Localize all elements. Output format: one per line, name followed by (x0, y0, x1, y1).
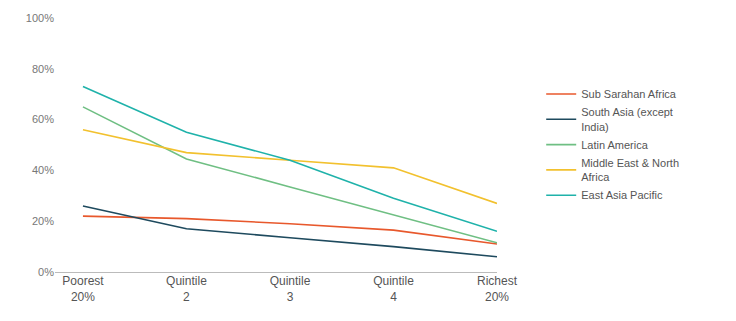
svg-text:40%: 40% (32, 164, 54, 176)
svg-text:Poorest20%: Poorest20% (62, 274, 104, 304)
svg-text:100%: 100% (26, 12, 54, 24)
svg-text:Richest20%: Richest20% (477, 274, 518, 304)
svg-text:Middle East & NorthAfrica: Middle East & NorthAfrica (581, 157, 679, 183)
svg-text:East Asia Pacific: East Asia Pacific (581, 189, 663, 201)
svg-text:South Asia (exceptIndia): South Asia (exceptIndia) (581, 106, 673, 132)
svg-text:Sub Sarahan Africa: Sub Sarahan Africa (581, 88, 677, 100)
svg-text:0%: 0% (38, 266, 54, 278)
svg-text:60%: 60% (32, 113, 54, 125)
svg-text:20%: 20% (32, 215, 54, 227)
svg-text:Latin America: Latin America (581, 139, 649, 151)
svg-text:80%: 80% (32, 63, 54, 75)
svg-text:Quintile2: Quintile2 (166, 274, 207, 304)
svg-text:Quintile3: Quintile3 (270, 274, 311, 304)
svg-text:Quintile4: Quintile4 (373, 274, 414, 304)
